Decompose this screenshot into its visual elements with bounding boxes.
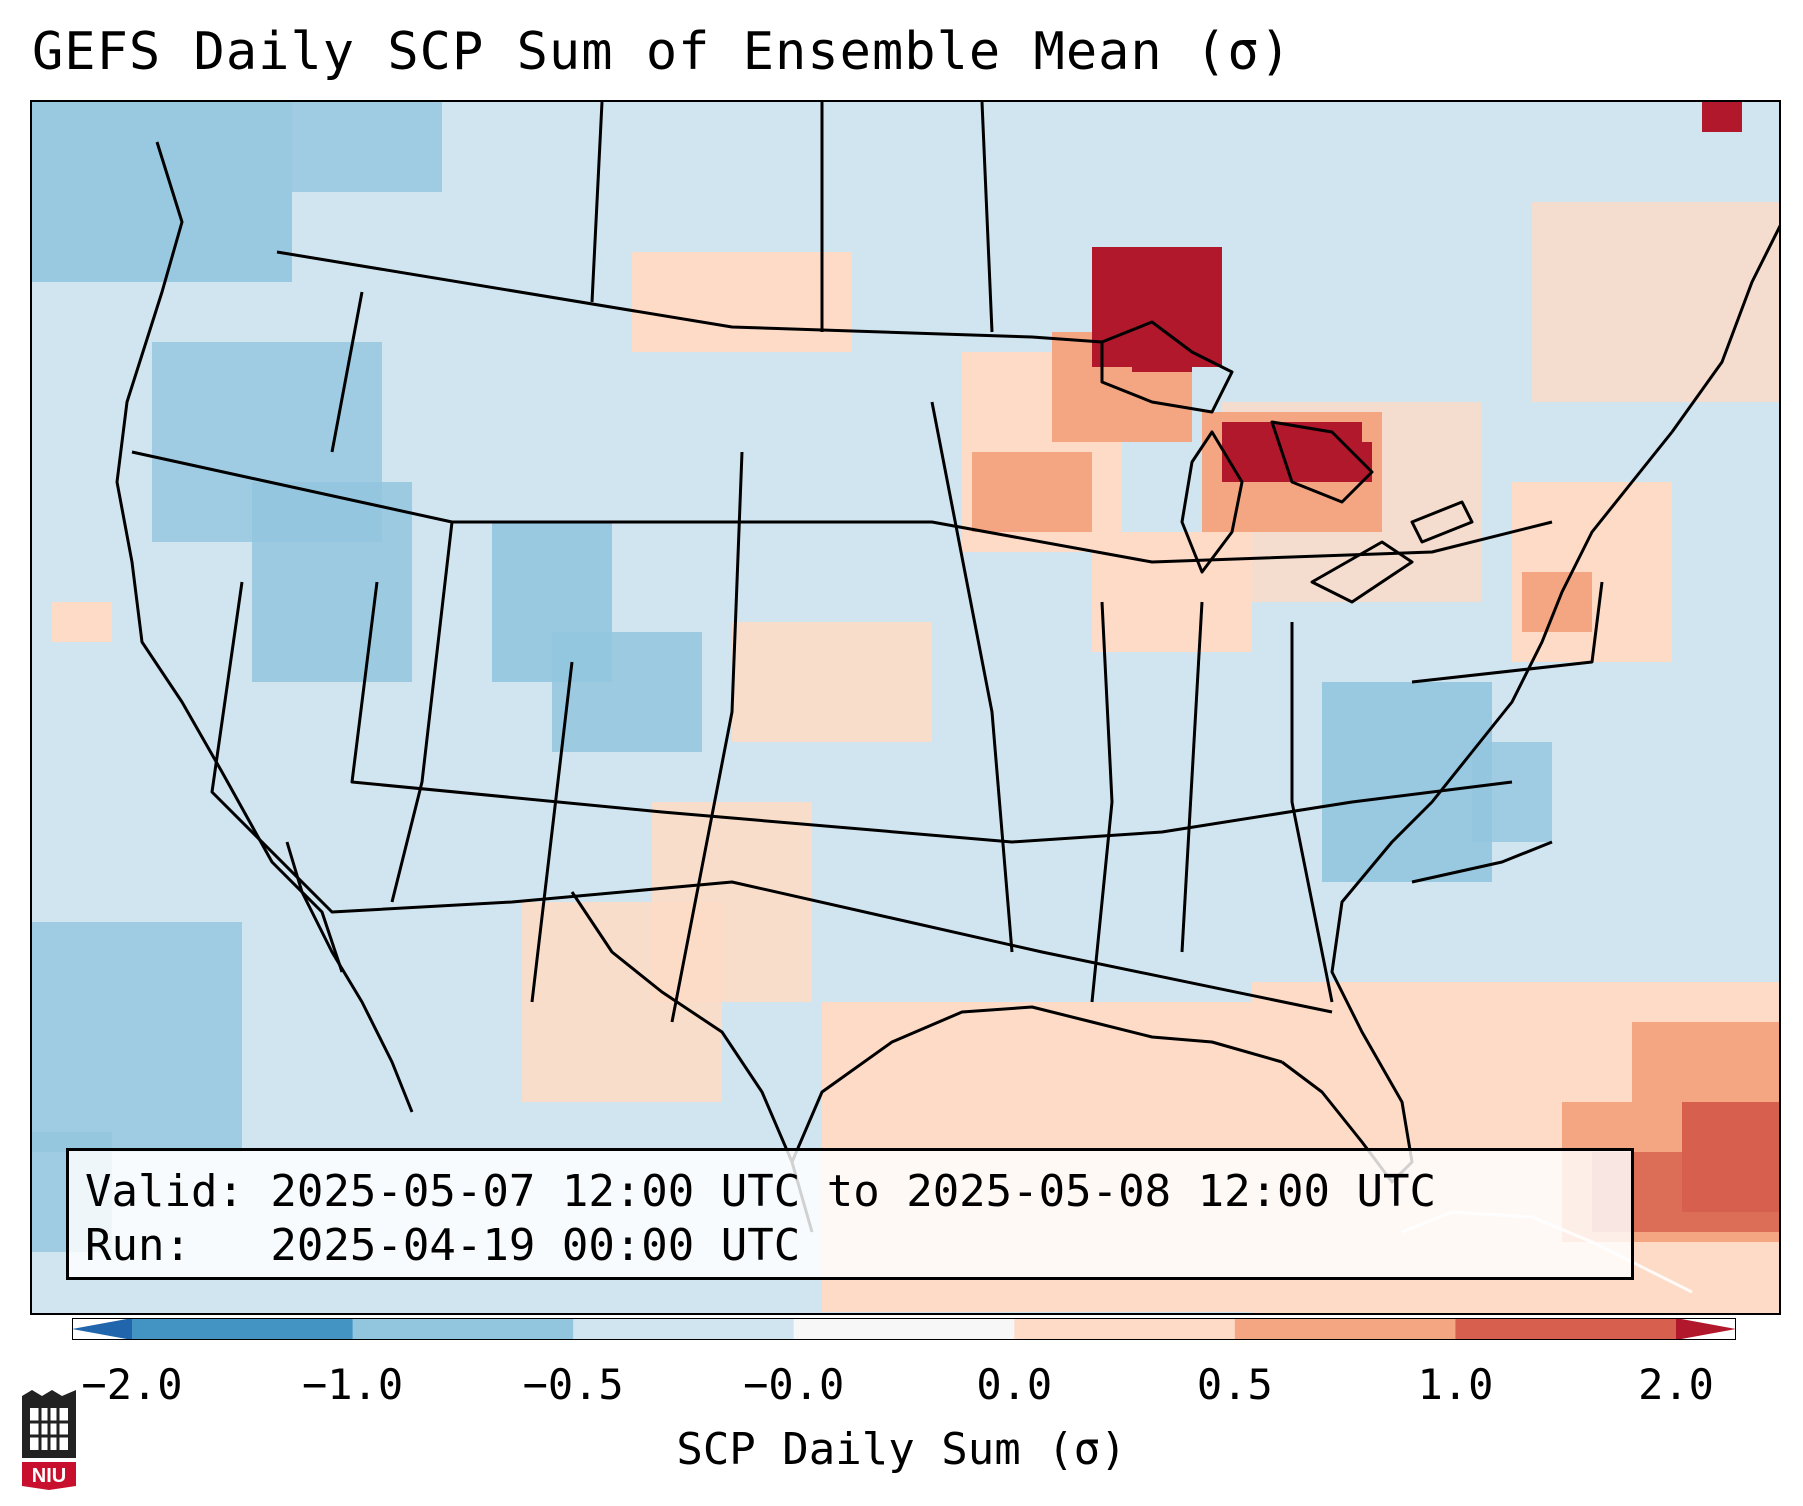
svg-text:NIU: NIU <box>32 1465 66 1487</box>
coastline <box>790 1005 1283 1163</box>
state-lines <box>1290 622 1334 1003</box>
border-canada <box>276 250 1103 344</box>
state-lines <box>330 291 364 453</box>
state-lines <box>390 521 454 903</box>
map-boundaries <box>115 102 1779 1233</box>
state-lines <box>590 102 604 303</box>
colorbar-tick: −0.0 <box>743 1360 845 1409</box>
anomaly-cell <box>32 102 292 282</box>
colorbar <box>72 1318 1736 1340</box>
valid-time: Valid: 2025-05-07 12:00 UTC to 2025-05-0… <box>85 1166 1437 1217</box>
lakes <box>1410 500 1474 544</box>
colorbar-tick: 0.5 <box>1196 1360 1273 1409</box>
page-title: GEFS Daily SCP Sum of Ensemble Mean (σ) <box>32 22 1292 82</box>
colorbar-cell <box>1234 1318 1456 1340</box>
state-lines <box>1411 581 1604 684</box>
coastline <box>115 141 344 973</box>
anomaly-cell <box>522 902 722 1102</box>
colorbar-label: SCP Daily Sum (σ) <box>676 1424 1127 1475</box>
state-lines <box>1180 601 1204 953</box>
colorbar-cell <box>793 1318 1015 1340</box>
lakes <box>1180 430 1244 574</box>
state-lines <box>1411 840 1553 884</box>
state-lines <box>131 450 1553 564</box>
anomaly-cell <box>972 452 1092 532</box>
anomaly-cell <box>292 102 442 192</box>
scp-map <box>32 102 1779 1313</box>
anomaly-field <box>32 102 1779 1313</box>
colorbar-cell <box>573 1318 795 1340</box>
colorbar-cell <box>352 1318 574 1340</box>
anomaly-cell <box>1322 682 1492 882</box>
state-lines <box>1090 601 1114 1003</box>
colorbar-ticks: −2.0 −1.0 −0.5 −0.0 0.0 0.5 1.0 2.0 <box>0 1360 1803 1420</box>
colorbar-tick: 1.0 <box>1417 1360 1494 1409</box>
run-time: Run: 2025-04-19 00:00 UTC <box>85 1220 801 1271</box>
anomaly-cell <box>1472 742 1552 842</box>
state-lines <box>930 401 1014 953</box>
anomaly-cell <box>1282 442 1372 482</box>
colorbar-tick: −0.5 <box>522 1360 624 1409</box>
colorbar-tick: 0.0 <box>976 1360 1053 1409</box>
coastline <box>285 841 414 1113</box>
colorbar-cell <box>132 1318 354 1340</box>
anomaly-cell <box>1532 202 1779 402</box>
anomaly-cell <box>732 622 932 742</box>
colorbar-tick: −2.0 <box>81 1360 183 1409</box>
state-lines <box>980 102 994 333</box>
anomaly-cell <box>1702 102 1742 132</box>
anomaly-cell <box>52 602 112 642</box>
colorbar-cell <box>1014 1318 1236 1340</box>
anomaly-cell <box>32 922 242 1152</box>
anomaly-cell <box>1632 1022 1779 1112</box>
coastline <box>1670 224 1779 433</box>
state-lines <box>670 451 744 1023</box>
colorbar-tick: 2.0 <box>1638 1360 1714 1409</box>
state-lines <box>210 581 1333 1014</box>
colorbar-extend-high <box>1676 1318 1736 1340</box>
valid-run-box: Valid: 2025-05-07 12:00 UTC to 2025-05-0… <box>66 1148 1634 1280</box>
map-panel <box>30 100 1781 1315</box>
anomaly-cell <box>252 482 412 682</box>
anomaly-cell <box>552 632 702 752</box>
colorbar-extend-low <box>72 1318 132 1340</box>
state-lines <box>350 581 1513 844</box>
colorbar-cell <box>1455 1318 1677 1340</box>
niu-logo-icon: NIU <box>22 1390 76 1490</box>
anomaly-cell <box>632 252 852 352</box>
colorbar-tick: −1.0 <box>301 1360 404 1409</box>
lakes <box>1100 320 1234 414</box>
state-lines <box>530 661 574 1003</box>
lakes <box>1270 420 1374 504</box>
